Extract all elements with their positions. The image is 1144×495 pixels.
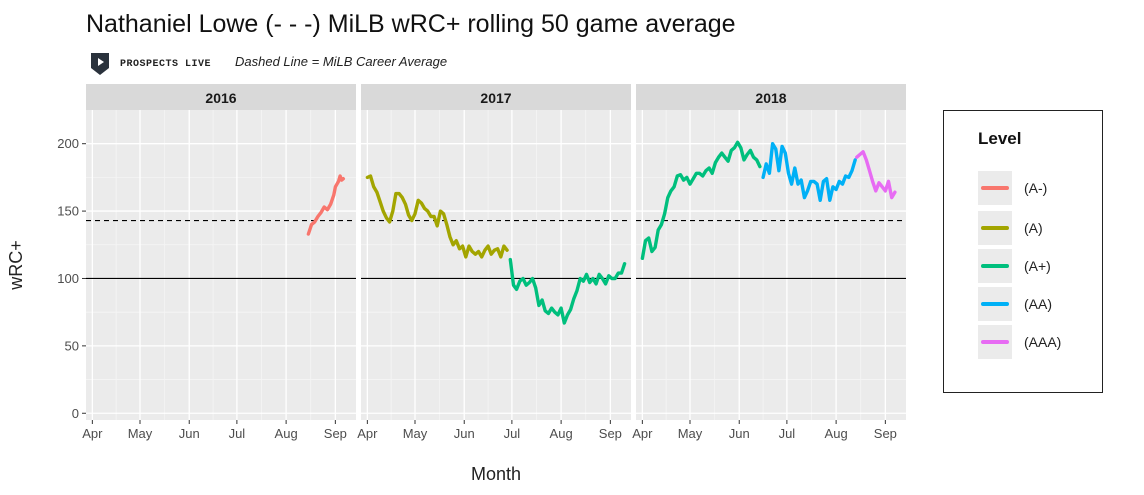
x-axis-title: Month — [471, 464, 521, 484]
legend-key — [978, 325, 1012, 359]
x-tick-label: Jun — [179, 426, 200, 441]
series-line — [761, 141, 857, 203]
legend-key — [978, 211, 1012, 245]
x-tick-label: Sep — [874, 426, 897, 441]
x-tick-label: Apr — [632, 426, 653, 441]
legend-label: (A+) — [1024, 258, 1051, 274]
play-shield-icon — [91, 53, 109, 75]
x-tick-label: May — [128, 426, 153, 441]
x-tick-label: Sep — [324, 426, 347, 441]
legend-item-a-minus: (A-) — [978, 171, 1047, 205]
x-tick-label: Jul — [779, 426, 796, 441]
chart-subtitle: Dashed Line = MiLB Career Average — [235, 54, 448, 69]
y-tick-label: 150 — [57, 204, 79, 219]
series-line — [306, 174, 345, 236]
facet-label: 2018 — [755, 90, 786, 106]
y-tick-label: 100 — [57, 271, 79, 286]
facet-strip — [361, 84, 631, 110]
series-line — [640, 140, 762, 260]
x-tick-label: Aug — [825, 426, 848, 441]
legend-key — [978, 249, 1012, 283]
legend-title: Level — [978, 129, 1022, 148]
x-tick-label: Apr — [357, 426, 378, 441]
y-tick-label: 0 — [72, 406, 79, 421]
facet-strip — [86, 84, 356, 110]
y-tick-label: 200 — [57, 136, 79, 151]
panel-background — [361, 110, 631, 420]
legend-key — [978, 171, 1012, 205]
legend-label: (A-) — [1024, 180, 1048, 196]
series-line — [855, 150, 897, 200]
facet-label: 2017 — [480, 90, 511, 106]
panel-background — [86, 110, 356, 420]
legend-label: (AA) — [1024, 296, 1052, 312]
x-tick-label: May — [403, 426, 428, 441]
legend-item-a-plus: (A+) — [978, 249, 1051, 283]
x-tick-label: Jul — [504, 426, 521, 441]
x-tick-label: Apr — [82, 426, 103, 441]
legend-item-a: (A) — [978, 211, 1043, 245]
series-line — [365, 174, 509, 259]
chart-title: Nathaniel Lowe (- - -) MiLB wRC+ rolling… — [86, 10, 736, 38]
legend-label: (AAA) — [1024, 334, 1062, 350]
x-tick-label: Aug — [550, 426, 573, 441]
y-tick-label: 50 — [65, 338, 79, 353]
x-tick-label: Jun — [454, 426, 475, 441]
brand-name: PROSPECTS LIVE — [120, 58, 212, 70]
facet-strip — [636, 84, 906, 110]
legend: Level (A-) (A) (A+) (AA) (AAA) — [943, 110, 1103, 393]
x-tick-label: Jun — [729, 426, 750, 441]
x-tick-label: Jul — [229, 426, 246, 441]
facet-label: 2016 — [205, 90, 236, 106]
brand: PROSPECTS LIVE — [90, 52, 211, 76]
y-axis-title: wRC+ — [6, 240, 26, 291]
legend-item-aa: (AA) — [978, 287, 1052, 321]
legend-item-aaa: (AAA) — [978, 325, 1061, 359]
x-tick-label: May — [678, 426, 703, 441]
x-tick-label: Sep — [599, 426, 622, 441]
series-line — [508, 257, 627, 325]
x-tick-label: Aug — [275, 426, 298, 441]
legend-key — [978, 287, 1012, 321]
legend-label: (A) — [1024, 220, 1043, 236]
